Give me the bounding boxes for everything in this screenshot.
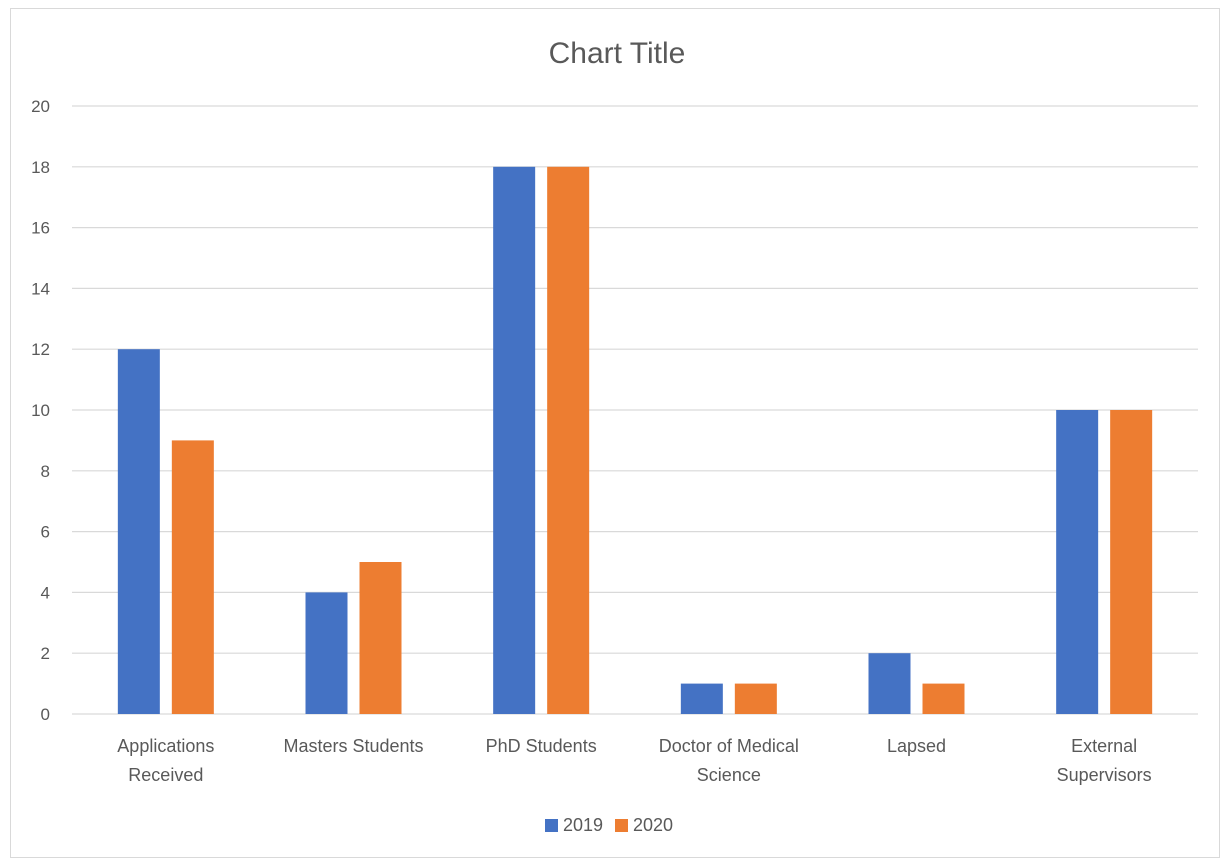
category-label: Lapsed (887, 736, 946, 756)
chart-frame (10, 8, 1220, 858)
y-tick-label: 0 (41, 705, 50, 724)
gridlines (72, 105, 1198, 715)
legend: 2019 2020 (545, 815, 673, 835)
bar-2020-2 (547, 166, 590, 715)
y-tick-label: 6 (41, 523, 50, 542)
bar-2019-2 (493, 166, 536, 715)
bar-2020-5 (1110, 410, 1153, 714)
legend-swatch-2020 (615, 819, 628, 832)
x-axis-categories: Applications Received Masters Students PhD … (117, 736, 1151, 785)
bar-2020-1 (359, 562, 402, 714)
y-tick-label: 10 (31, 401, 50, 420)
y-tick-label: 16 (31, 219, 50, 238)
y-axis-ticks: 0 2 4 6 8 10 12 14 16 18 20 (31, 97, 50, 724)
bar-2019-1 (305, 592, 348, 714)
bar-2020-4 (922, 683, 965, 714)
category-label: Applications (117, 736, 214, 756)
bar-2019-0 (117, 349, 160, 714)
y-tick-label: 12 (31, 340, 50, 359)
category-label: Supervisors (1057, 765, 1152, 785)
bar-2020-3 (734, 683, 777, 714)
y-tick-label: 2 (41, 644, 50, 663)
legend-label: 2019 (563, 815, 603, 835)
category-label: Received (128, 765, 203, 785)
bar-2019-4 (868, 653, 911, 714)
bar-2020-0 (171, 440, 214, 714)
legend-label: 2020 (633, 815, 673, 835)
legend-swatch-2019 (545, 819, 558, 832)
category-label: Science (697, 765, 761, 785)
bar-2019-5 (1056, 410, 1099, 714)
category-label: External (1071, 736, 1137, 756)
bars (117, 166, 1153, 715)
y-tick-label: 20 (31, 97, 50, 116)
category-label: Doctor of Medical (659, 736, 799, 756)
y-tick-label: 18 (31, 158, 50, 177)
category-label: Masters Students (283, 736, 423, 756)
chart-title: Chart Title (549, 37, 686, 70)
y-tick-label: 8 (41, 462, 50, 481)
y-tick-label: 14 (31, 279, 50, 298)
bar-2019-3 (680, 683, 723, 714)
category-label: PhD Students (486, 736, 597, 756)
y-tick-label: 4 (41, 583, 50, 602)
